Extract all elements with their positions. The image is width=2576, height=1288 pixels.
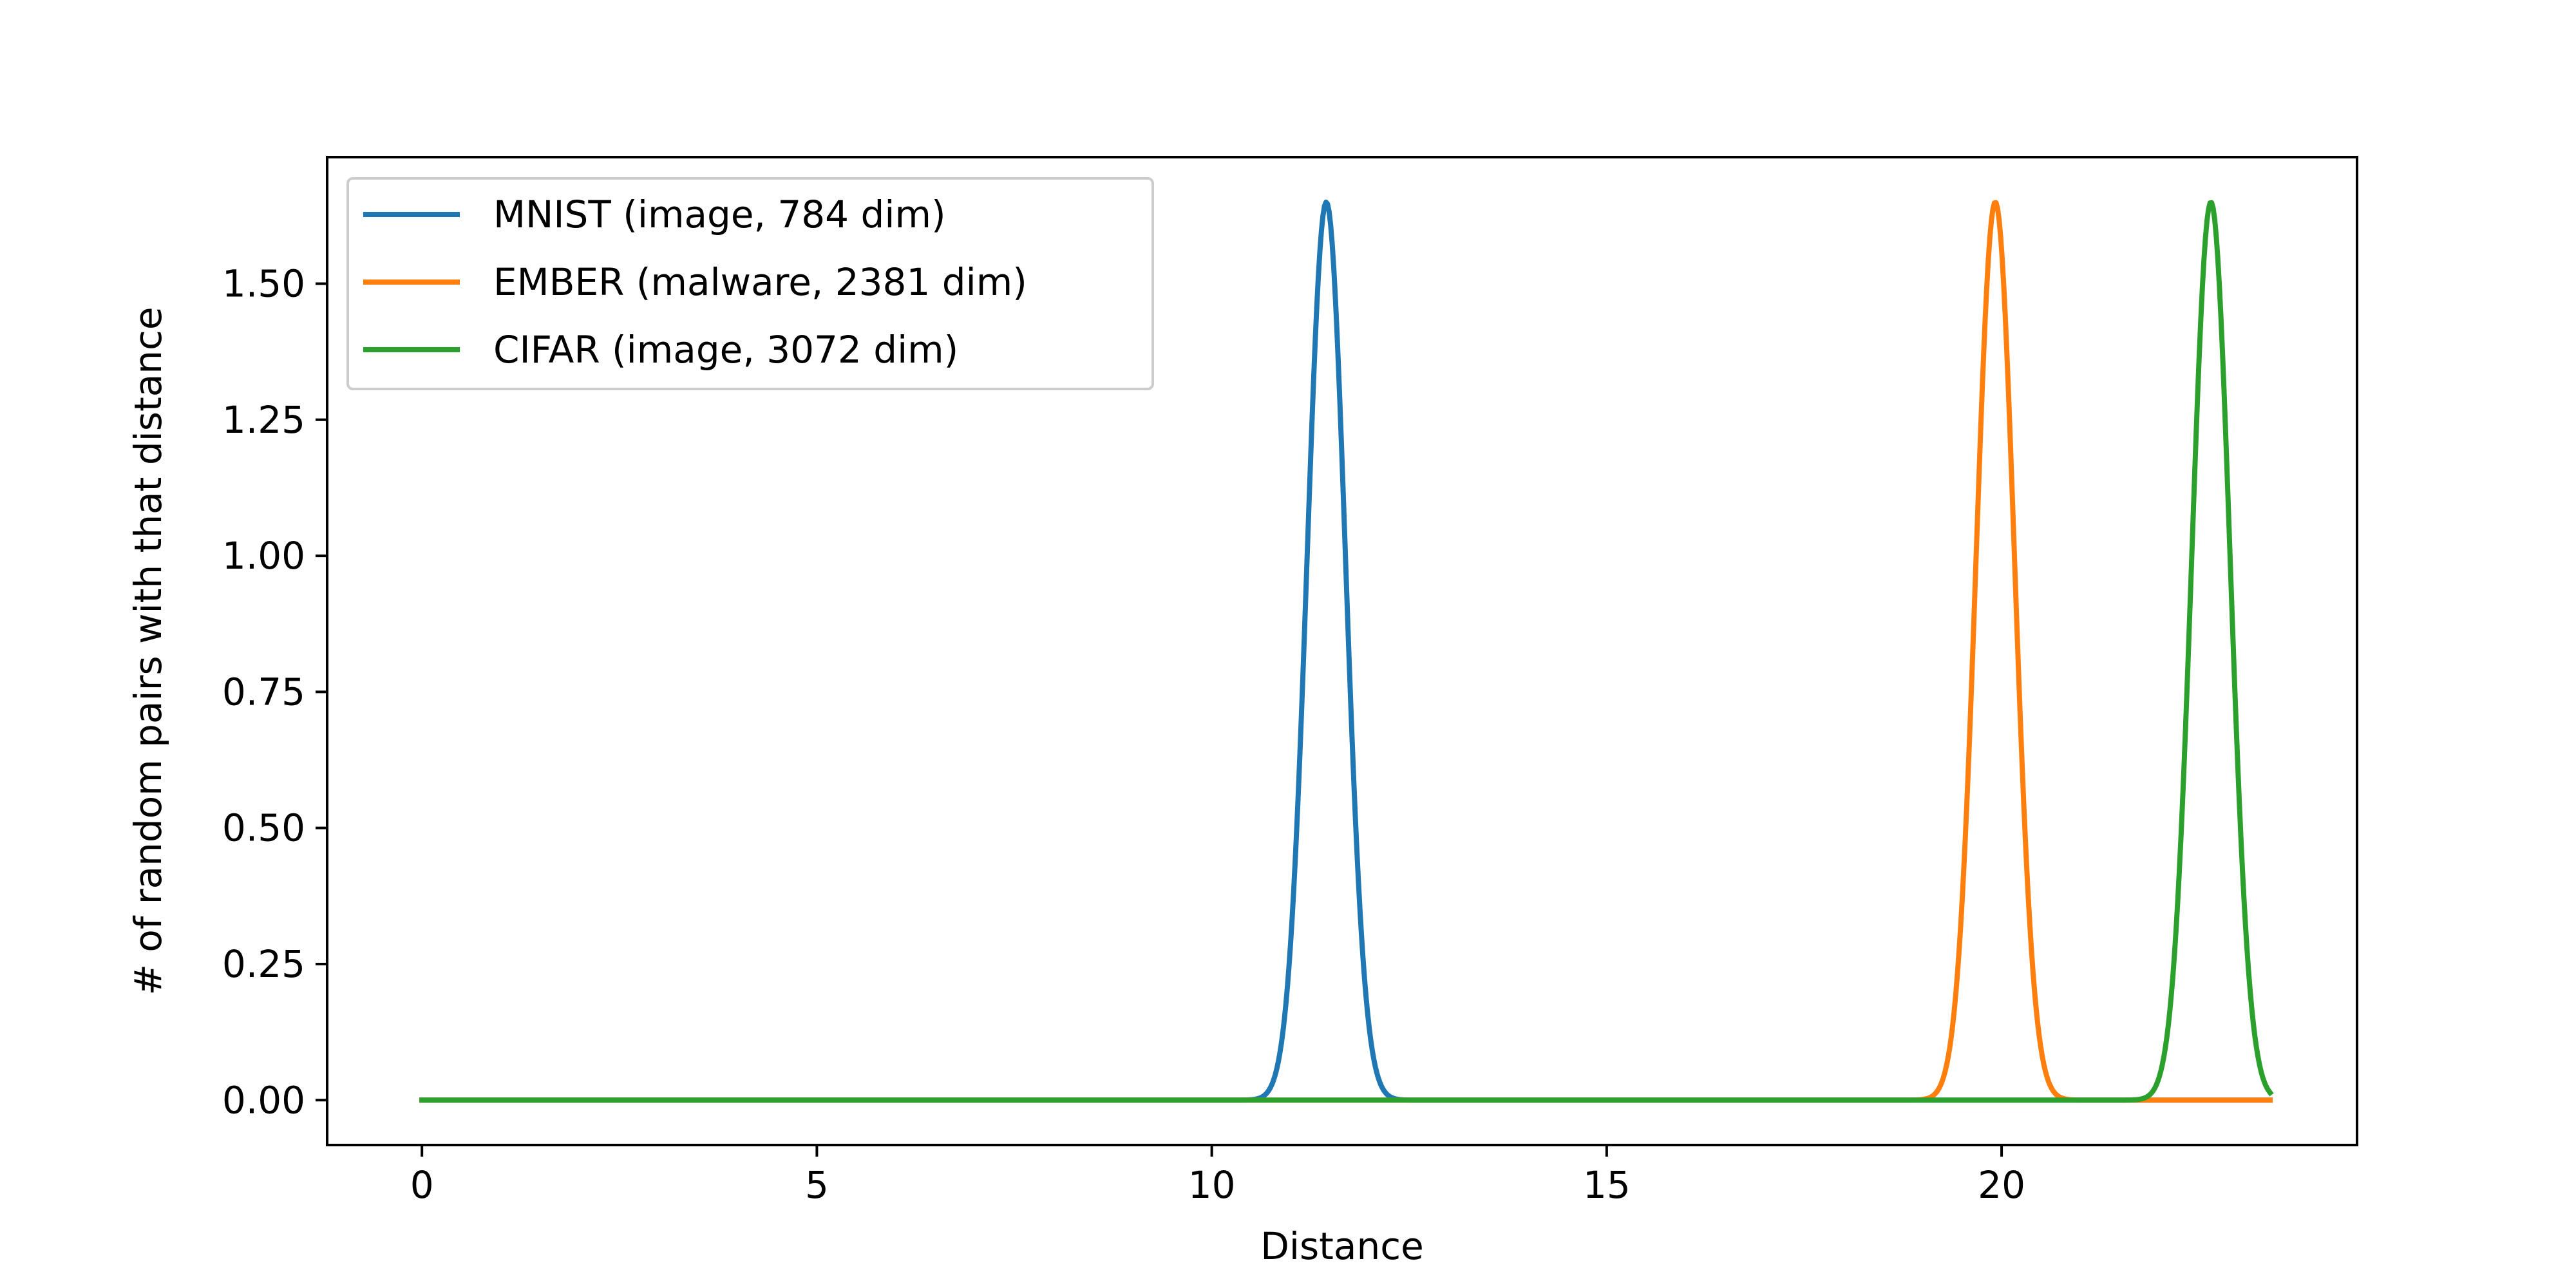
plot-area <box>326 156 2358 1146</box>
y-tick-label: 0.75 <box>222 670 305 714</box>
axes-frame <box>326 156 2358 1146</box>
legend-label-1: MNIST (image, 784 dim) <box>493 193 946 236</box>
y-tick-label: 1.50 <box>222 262 305 306</box>
legend-box <box>346 177 1154 390</box>
legend-label-3: CIFAR (image, 3072 dim) <box>493 328 958 372</box>
y-tick-label: 0.25 <box>222 942 305 986</box>
x-tick-label: 15 <box>1583 1163 1631 1207</box>
x-tick-label: 5 <box>805 1163 829 1207</box>
series-layer <box>419 199 2274 1103</box>
legend: MNIST (image, 784 dim) EMBER (malware, 23… <box>346 177 1154 390</box>
legend-label-2: EMBER (malware, 2381 dim) <box>493 260 1027 304</box>
y-tick-label: 0.50 <box>222 806 305 850</box>
x-tick-label: 0 <box>410 1163 434 1207</box>
x-tick-label: 20 <box>1978 1163 2025 1207</box>
x-tick-label: 10 <box>1188 1163 1236 1207</box>
y-tick-label: 1.00 <box>222 534 305 578</box>
x-axis: 0 5 10 15 20 <box>410 1145 2025 1207</box>
legend-entries: MNIST (image, 784 dim) EMBER (malware, 23… <box>363 193 1027 372</box>
y-tick-label: 0.00 <box>222 1078 305 1122</box>
y-axis: 0.00 0.25 0.50 0.75 1.00 1.25 1.50 <box>222 262 327 1122</box>
y-tick-label: 1.25 <box>222 398 305 442</box>
series-line-3 <box>419 200 2274 1103</box>
y-axis-title: # of random pairs with that distance <box>126 307 170 995</box>
x-axis-title: Distance <box>1260 1224 1424 1268</box>
